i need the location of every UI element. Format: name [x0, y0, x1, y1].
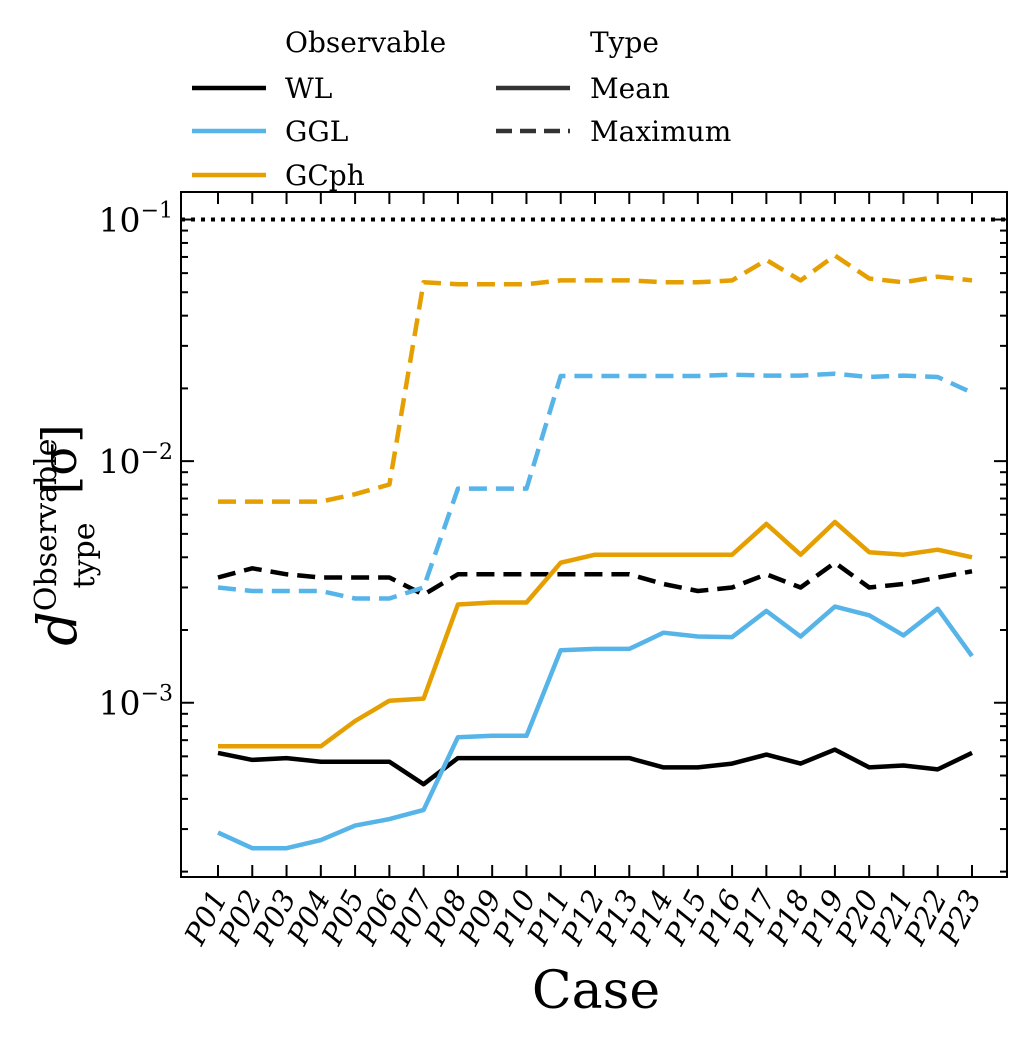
plot-frame: [180, 191, 1008, 878]
legend-label-mean: Mean: [590, 72, 670, 105]
series-line-ggl-mean: [217, 604, 974, 851]
y-axis-title-sub: type: [67, 522, 102, 588]
y-axis-title-base: d: [26, 611, 89, 646]
x-axis-title: Case: [532, 961, 660, 1021]
y-tick-label: 10−3: [99, 682, 173, 723]
y-tick-label: 10−2: [99, 440, 173, 481]
y-tick-label: 10−1: [99, 199, 173, 240]
legend: Observable Type WL GGL GCph Mean Maximum: [192, 26, 731, 192]
y-axis-title-unit: [σ]: [32, 424, 88, 494]
series-line-ggl-maximum: [217, 371, 973, 601]
series-line-wl-mean: [217, 747, 973, 787]
y-axis-title-sup: Observable: [29, 438, 64, 611]
series-line-gcph-maximum: [218, 253, 973, 504]
series-line-wl-maximum: [217, 560, 973, 597]
legend-label-maximum: Maximum: [590, 115, 731, 148]
series-line-gcph-mean: [218, 519, 973, 749]
x-axis-ticks: P01P02P03P04P05P06P07P08P09P10P11P12P13P…: [177, 192, 988, 951]
legend-label-gcph: GCph: [285, 159, 365, 192]
y-axis-ticks: 10−3 10−2 10−1: [99, 199, 1007, 873]
y-axis-title: dObservable type [σ]: [26, 424, 102, 645]
legend-label-ggl: GGL: [285, 115, 348, 148]
legend-observable-title: Observable: [285, 26, 446, 59]
legend-type-title: Type: [590, 26, 659, 59]
series-lines: [217, 253, 974, 851]
legend-label-wl: WL: [285, 72, 332, 105]
